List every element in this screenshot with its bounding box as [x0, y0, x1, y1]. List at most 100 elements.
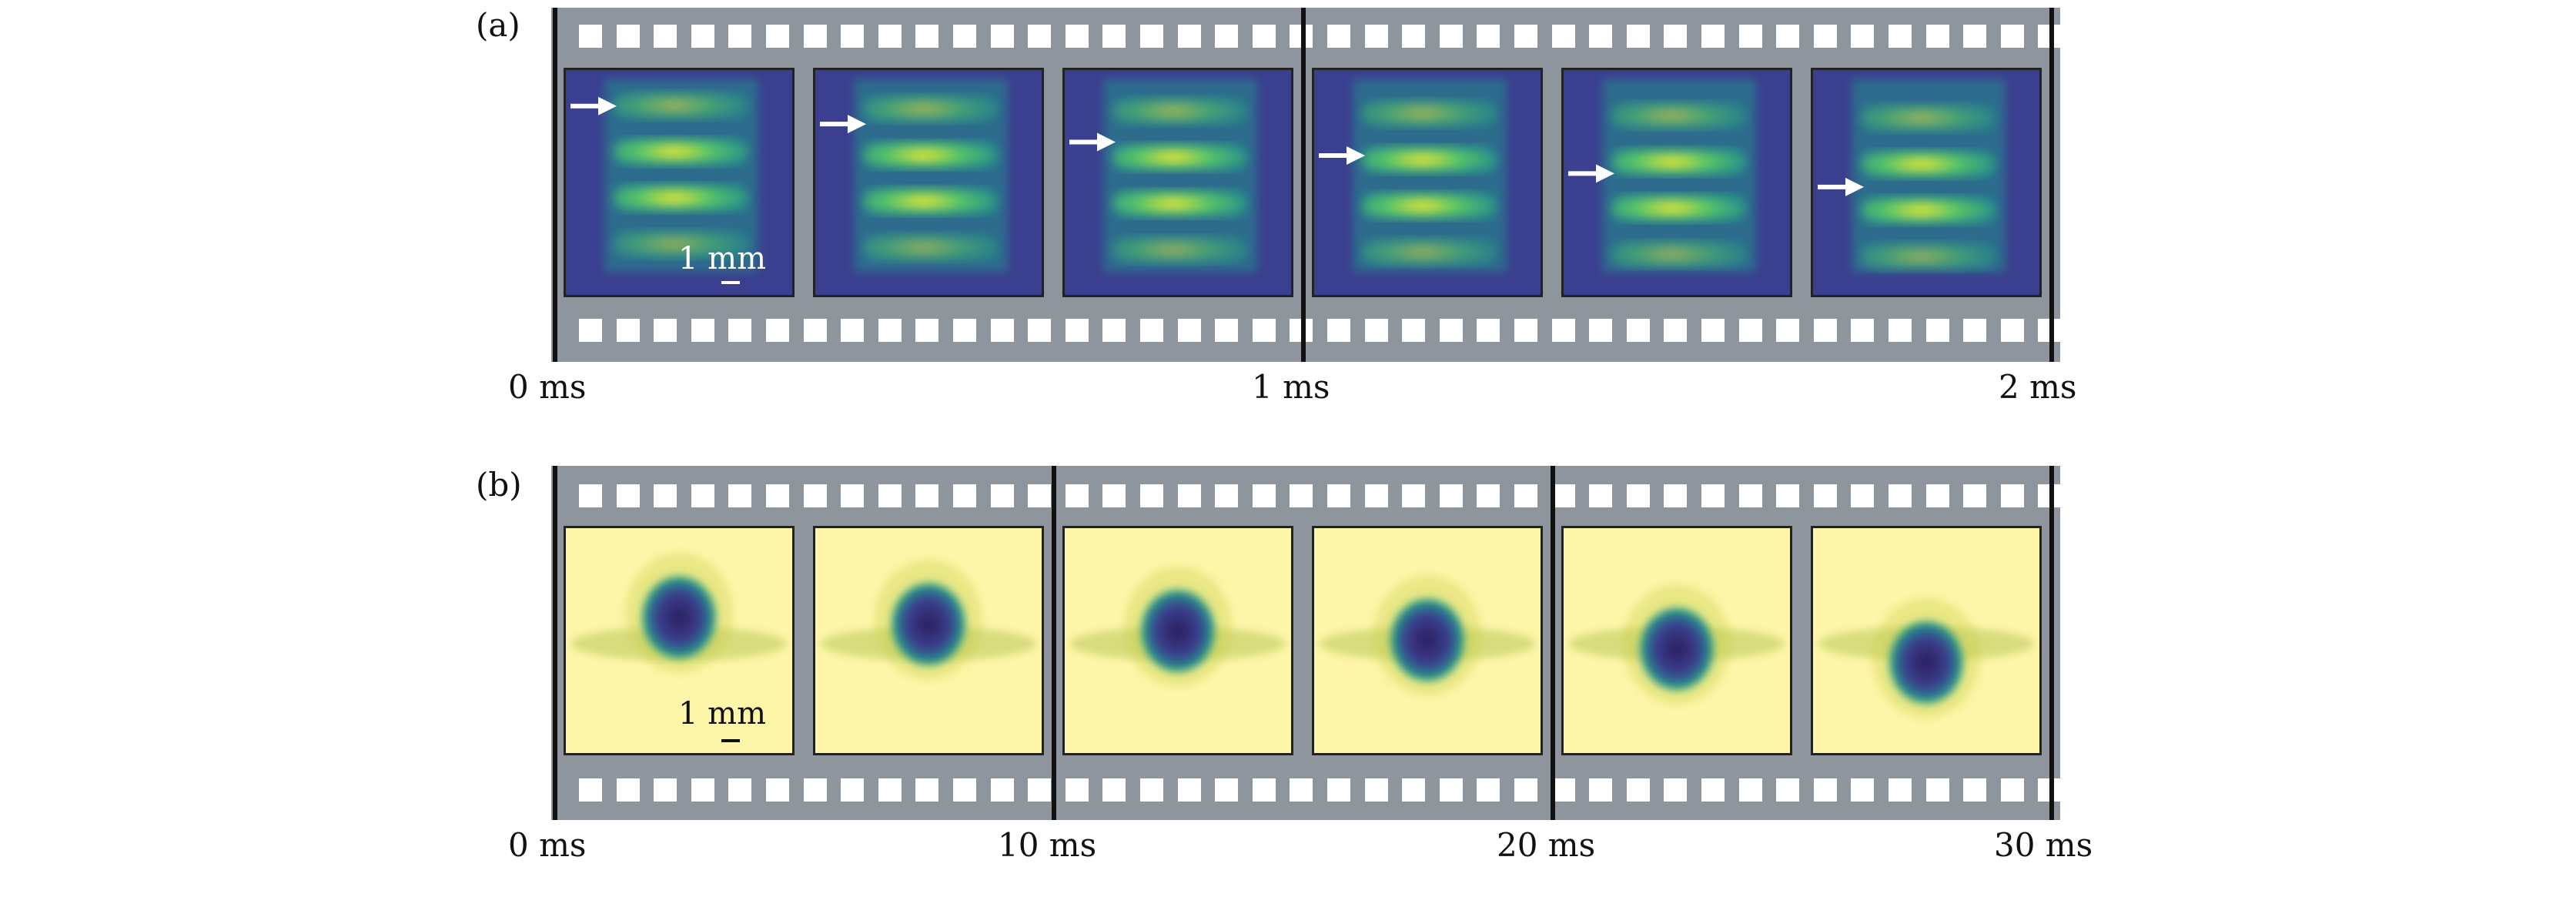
sprocket-hole [1776, 25, 1800, 48]
sprocket-hole [1065, 778, 1089, 802]
image-frame [1561, 68, 1792, 297]
fringe [1861, 243, 1996, 271]
panel-a: (a) 1 mm 0 ms 1 ms 2 ms [0, 0, 2576, 431]
sprocket-hole [803, 778, 827, 802]
sprocket-hole [1776, 484, 1800, 507]
sprocket-hole [1664, 319, 1688, 342]
fringe [1611, 102, 1746, 130]
sprocket-hole [654, 25, 677, 48]
panel-label: (b) [476, 466, 522, 504]
fringe [1611, 240, 1746, 269]
sprocket-hole [1215, 25, 1239, 48]
sprocket-hole [841, 778, 865, 802]
sprocket-hole [2000, 484, 2024, 507]
sprocket-hole [616, 484, 640, 507]
sprocket-hole [728, 25, 752, 48]
sprocket-hole [2000, 319, 2024, 342]
sprocket-hole [915, 319, 939, 342]
fringe [1611, 148, 1746, 176]
fringe [614, 92, 748, 119]
droplet [1387, 595, 1467, 685]
image-frame [813, 68, 1044, 297]
sprocket-hole [1626, 25, 1650, 48]
sprocket-hole [1626, 484, 1650, 507]
sprocket-hole [1813, 319, 1837, 342]
sprocket-hole [915, 484, 939, 507]
sprocket-hole [1963, 484, 1987, 507]
sprocket-hole [841, 25, 865, 48]
fringe [1861, 196, 1996, 225]
sprocket-hole [1402, 484, 1426, 507]
sprocket-hole [1215, 484, 1239, 507]
fringe [863, 141, 998, 169]
sprocket-hole [953, 319, 976, 342]
fringe [1112, 143, 1247, 172]
sprocket-hole [1813, 778, 1837, 802]
filmstrip: 1 mm [551, 8, 2062, 362]
scale-bar [721, 281, 740, 284]
droplet [1138, 586, 1218, 676]
sprocket-hole [803, 484, 827, 507]
sprocket-hole [1102, 778, 1126, 802]
fringe [863, 233, 998, 262]
sprocket-hole [2000, 25, 2024, 48]
fringe [614, 184, 748, 212]
sprocket-hole [1140, 319, 1163, 342]
sprocket-hole [1925, 25, 1949, 48]
sprocket-hole [728, 319, 752, 342]
sprocket-holes-bottom [551, 778, 2062, 802]
sprocket-hole [1364, 778, 1388, 802]
sprocket-hole [1813, 484, 1837, 507]
image-frame [1062, 526, 1293, 755]
sprocket-hole [1851, 484, 1875, 507]
sprocket-hole [1364, 319, 1388, 342]
image-frame [1561, 526, 1792, 755]
sprocket-hole [1065, 319, 1089, 342]
sprocket-hole [1102, 319, 1126, 342]
sprocket-hole [1028, 778, 1052, 802]
time-marker [1052, 466, 1056, 820]
sprocket-hole [878, 25, 902, 48]
sprocket-hole [1589, 25, 1613, 48]
sprocket-hole [915, 778, 939, 802]
sprocket-hole [1327, 484, 1350, 507]
sprocket-hole [1102, 484, 1126, 507]
sprocket-hole [1140, 778, 1163, 802]
sprocket-hole [1439, 484, 1463, 507]
sprocket-hole [1551, 25, 1575, 48]
time-marker [1551, 466, 1555, 820]
sprocket-hole [803, 25, 827, 48]
time-label: 20 ms [1497, 826, 1596, 864]
sprocket-hole [1364, 25, 1388, 48]
arrow-icon [1069, 132, 1116, 152]
sprocket-hole [1140, 484, 1163, 507]
sprocket-hole [1851, 319, 1875, 342]
sprocket-hole [1252, 25, 1276, 48]
sprocket-hole [1738, 319, 1762, 342]
sprocket-hole [691, 484, 714, 507]
sprocket-hole [1551, 778, 1575, 802]
sprocket-hole [579, 319, 602, 342]
time-label: 0 ms [508, 826, 587, 864]
sprocket-hole [1028, 319, 1052, 342]
sprocket-hole [1701, 319, 1725, 342]
arrow-icon [1319, 146, 1365, 165]
sprocket-hole [766, 319, 789, 342]
sprocket-hole [2000, 778, 2024, 802]
sprocket-hole [1177, 778, 1201, 802]
sprocket-hole [1664, 25, 1688, 48]
sprocket-hole [1177, 319, 1201, 342]
sprocket-hole [1776, 319, 1800, 342]
sprocket-hole [1252, 319, 1276, 342]
fringe [1861, 104, 1996, 132]
sprocket-hole [1925, 778, 1949, 802]
sprocket-hole [1327, 25, 1350, 48]
fringe [1611, 194, 1746, 223]
time-label: 2 ms [1999, 368, 2077, 406]
sprocket-hole [1290, 778, 1313, 802]
fringe [1112, 236, 1247, 264]
sprocket-hole [1477, 25, 1500, 48]
time-marker [2049, 466, 2054, 820]
sprocket-hole [1402, 25, 1426, 48]
sprocket-hole [728, 778, 752, 802]
